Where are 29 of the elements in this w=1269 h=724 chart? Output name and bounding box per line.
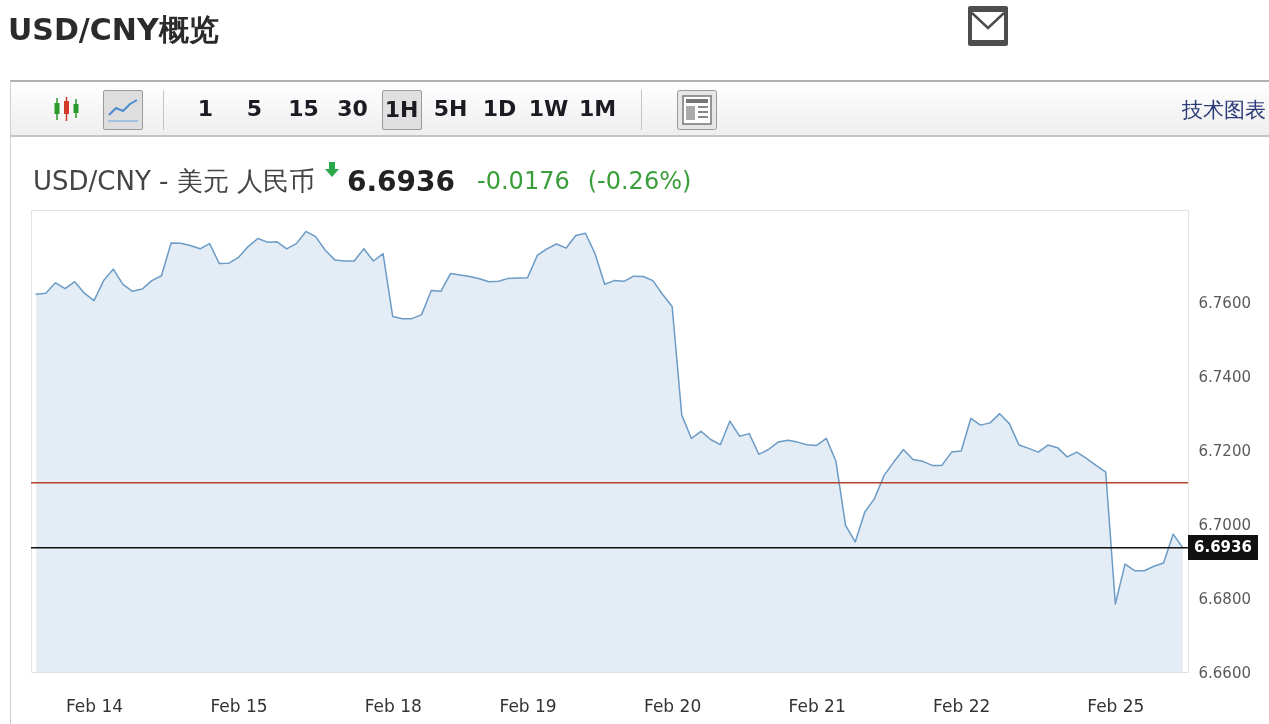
chart-title: USD/CNY概览 [8, 11, 219, 49]
text: 1 5 [196, 95, 264, 123]
ref-line-label: 6.6936 [1188, 535, 1258, 561]
text: 1D [481, 95, 518, 123]
x-tick-label: Feb 18 [364, 695, 422, 716]
y-tick-label: 6.7000 [1198, 515, 1251, 534]
text: 15 [287, 95, 320, 123]
text: (-0.26%) [587, 167, 692, 195]
x-tick-label: Feb 22 [933, 695, 991, 716]
y-tick-label: 6.7600 [1198, 293, 1251, 312]
text: 1W [527, 95, 570, 123]
x-tick-label: Feb 15 [210, 695, 268, 716]
y-tick-label: 6.6600 [1198, 663, 1251, 682]
text: -0.0176 [477, 167, 570, 195]
text: 6.6936 [346, 164, 456, 198]
x-tick-label: Feb 21 [788, 695, 846, 716]
x-tick-label: Feb 20 [644, 695, 702, 716]
text: 技术图表 [1182, 97, 1266, 124]
y-tick-label: 6.7200 [1198, 441, 1251, 460]
text: 30 [336, 95, 369, 123]
x-tick-label: Feb 25 [1087, 695, 1145, 716]
x-tick-label: Feb 14 [65, 695, 124, 716]
y-tick-label: 6.7400 [1198, 367, 1251, 386]
text: 1H [381, 90, 422, 130]
text: 5H [432, 95, 469, 123]
text: 1M [577, 95, 618, 123]
x-tick-label: Feb 19 [499, 695, 557, 716]
y-tick-label: 6.6800 [1198, 589, 1251, 608]
chart-subtitle: USD/CNY - 美元 人民币 [33, 164, 315, 198]
